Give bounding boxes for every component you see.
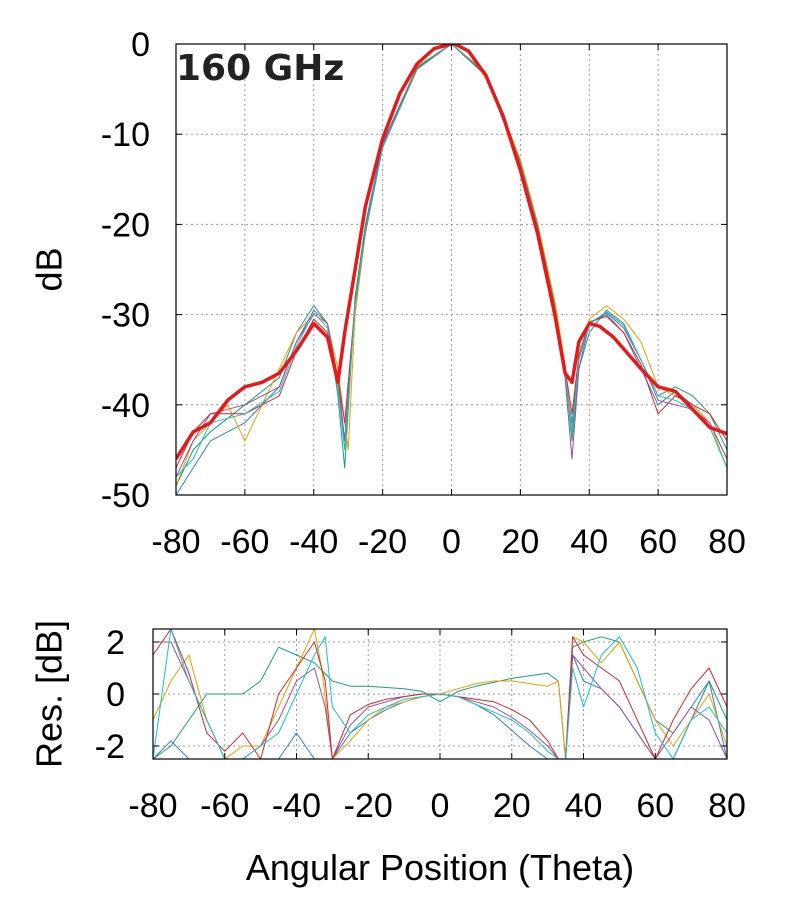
y-tick-label: -30 xyxy=(101,297,150,335)
series-line xyxy=(153,629,727,759)
x-tick-label: -80 xyxy=(151,523,200,561)
y-tick-label: 0 xyxy=(106,676,125,714)
y-axis-label: Res. [dB] xyxy=(29,620,70,768)
x-tick-label: 80 xyxy=(708,523,746,561)
top-plot: -80 -60 -40 -20 0 20 40 60 80 0 -10 -20 -30 -40 -50 dB 1… xyxy=(29,26,746,561)
x-tick-label: 60 xyxy=(636,787,674,825)
x-tick-label: 60 xyxy=(639,523,677,561)
y-tick-label: -20 xyxy=(101,206,150,244)
x-tick-label: -40 xyxy=(272,787,321,825)
x-tick-label: -80 xyxy=(128,787,177,825)
x-tick-label: 0 xyxy=(442,523,461,561)
x-tick-label: 20 xyxy=(493,787,531,825)
x-tick-label: -60 xyxy=(200,787,249,825)
y-tick-label: 2 xyxy=(106,624,125,662)
frequency-annotation: 160 GHz xyxy=(176,48,344,89)
x-tick-label: -20 xyxy=(344,787,393,825)
series-line xyxy=(153,629,727,759)
x-tick-label: 20 xyxy=(501,523,539,561)
y-tick-label: -2 xyxy=(95,728,125,766)
series-line-highlight xyxy=(176,44,727,460)
y-tick-label: 0 xyxy=(131,26,150,64)
y-tick-label: -40 xyxy=(101,387,150,425)
x-tick-label: 40 xyxy=(570,523,608,561)
x-axis-label: Angular Position (Theta) xyxy=(246,847,634,888)
x-tick-label: -60 xyxy=(220,523,269,561)
x-tick-label: -40 xyxy=(289,523,338,561)
y-axis-label: dB xyxy=(29,247,70,291)
x-tick-label: 80 xyxy=(708,787,746,825)
x-tick-label: -20 xyxy=(358,523,407,561)
x-tick-label: 40 xyxy=(565,787,603,825)
x-tick-label: 0 xyxy=(431,787,450,825)
y-tick-label: -10 xyxy=(101,116,150,154)
y-tick-label: -50 xyxy=(101,477,150,515)
